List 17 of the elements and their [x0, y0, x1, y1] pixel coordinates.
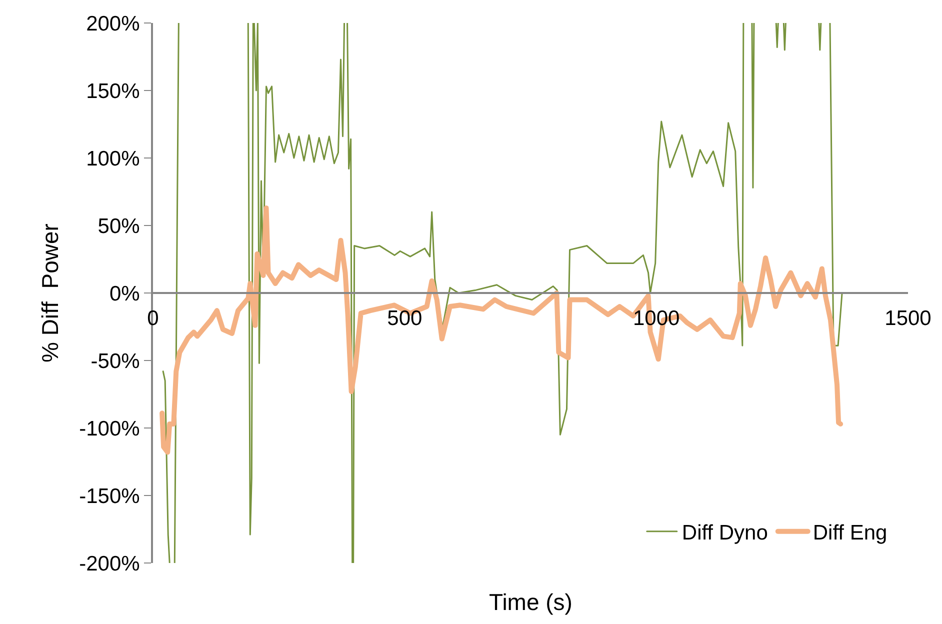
y-axis-title: % Diff Power	[37, 223, 64, 362]
x-tick-label: 0	[147, 307, 159, 330]
y-tick-label: -200%	[79, 552, 140, 576]
x-tick-label: 1000	[632, 307, 680, 330]
legend-label: Diff Eng	[812, 522, 888, 545]
y-tick-label: -100%	[79, 417, 140, 440]
y-tick-label: 150%	[86, 80, 140, 103]
y-tick-label: 50%	[98, 214, 140, 238]
legend-label: Diff Dyno	[682, 522, 768, 545]
y-tick-label: -50%	[90, 350, 140, 373]
y-tick-label: 200%	[86, 12, 140, 36]
y-tick-label: 0%	[109, 282, 140, 306]
x-axis-title: Time (s)	[489, 589, 572, 615]
x-tick-label: 500	[387, 307, 422, 330]
y-tick-label: 100%	[86, 147, 140, 170]
y-tick-label: -150%	[79, 484, 140, 508]
x-tick-label: 1500	[884, 307, 932, 330]
